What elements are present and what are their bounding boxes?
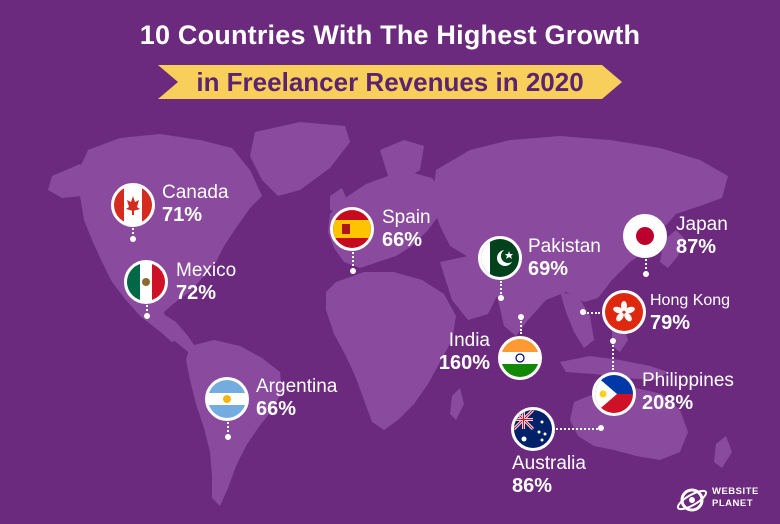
mexico-pin — [146, 305, 148, 315]
hong-kong-flag-icon — [602, 290, 646, 334]
growth-value: 79% — [650, 312, 691, 334]
australia-pin — [556, 428, 598, 430]
new-zealand-shape — [714, 436, 732, 468]
hong-kong-pin-dot — [580, 309, 586, 315]
growth-value: 66% — [256, 398, 297, 420]
title-line2: in Freelancer Revenues in 2020 — [196, 67, 584, 97]
philippines-flag-icon — [592, 372, 636, 416]
japan-label: Japan 87% — [676, 214, 728, 258]
growth-value: 87% — [676, 236, 717, 258]
india-pin-dot — [518, 314, 524, 320]
alaska-shape — [48, 164, 92, 198]
madagascar-shape — [450, 388, 464, 420]
japan-flag-icon — [623, 214, 667, 258]
country-name: Japan — [676, 214, 728, 235]
country-name: India — [448, 330, 490, 351]
growth-value: 69% — [528, 258, 569, 280]
growth-value: 208% — [642, 392, 694, 414]
canada-label: Canada 71% — [162, 182, 229, 226]
country-name: Canada — [162, 182, 229, 203]
title-line1: 10 Countries With The Highest Growth — [139, 20, 641, 50]
mexico-pin-dot — [144, 313, 150, 319]
asia-shape — [432, 136, 728, 336]
growth-value: 72% — [176, 282, 217, 304]
country-name: Mexico — [176, 260, 237, 281]
mexico-flag-icon — [124, 260, 168, 304]
canada-pin — [132, 228, 134, 238]
africa-shape — [326, 272, 456, 430]
argentina-flag-icon — [205, 377, 249, 421]
country-name: Hong Kong — [650, 292, 731, 309]
growth-value: 66% — [382, 229, 423, 251]
growth-value: 86% — [512, 475, 553, 497]
spain-pin — [352, 252, 354, 270]
country-name: Argentina — [256, 376, 338, 397]
pakistan-flag-icon — [478, 236, 522, 280]
growth-value: 160% — [438, 352, 490, 374]
pakistan-label: Pakistan 69% — [528, 236, 601, 280]
indonesia-shape — [560, 356, 668, 380]
country-name: Philippines — [642, 370, 734, 391]
north-america-shape — [76, 134, 262, 342]
title-banner — [158, 65, 622, 99]
argentina-pin — [227, 422, 229, 436]
central-america-shape — [160, 312, 196, 352]
canada-flag-icon — [111, 183, 155, 227]
indochina-shape — [560, 292, 594, 348]
greenland-shape — [250, 122, 350, 196]
scandinavia-shape — [380, 140, 424, 180]
country-name: Pakistan — [528, 236, 601, 257]
country-name: Australia — [512, 453, 586, 474]
india-label: India 160% — [432, 330, 490, 374]
india-flag-icon — [498, 336, 542, 380]
logo-line1: WEBSITE — [712, 486, 759, 497]
japan-pin-dot — [643, 271, 649, 277]
hong-kong-label: Hong Kong 79% — [650, 290, 730, 334]
mexico-label: Mexico 72% — [176, 260, 236, 304]
country-name: Spain — [382, 207, 431, 228]
philippines-pin-dot — [610, 338, 616, 344]
argentina-label: Argentina 66% — [256, 376, 337, 420]
logo-text: WEBSITE PLANET — [712, 486, 759, 510]
canada-pin-dot — [130, 236, 136, 242]
planet-icon — [676, 488, 708, 512]
australia-label: Australia 86% — [512, 453, 586, 497]
spain-flag-icon — [330, 207, 374, 251]
philippines-label: Philippines 208% — [642, 370, 734, 414]
australia-pin-dot — [598, 425, 604, 431]
spain-label: Spain 66% — [382, 207, 431, 251]
argentina-pin-dot — [225, 434, 231, 440]
logo-line2: PLANET — [712, 498, 753, 509]
pakistan-pin — [500, 281, 502, 297]
philippines-pin — [612, 342, 614, 370]
hong-kong-pin — [584, 312, 600, 314]
south-america-shape — [186, 340, 282, 506]
australia-flag-icon — [511, 407, 555, 451]
growth-value: 71% — [162, 204, 203, 226]
spain-pin-dot — [350, 268, 356, 274]
india-pin — [520, 318, 522, 334]
pakistan-pin-dot — [498, 295, 504, 301]
japan-pin — [645, 259, 647, 273]
